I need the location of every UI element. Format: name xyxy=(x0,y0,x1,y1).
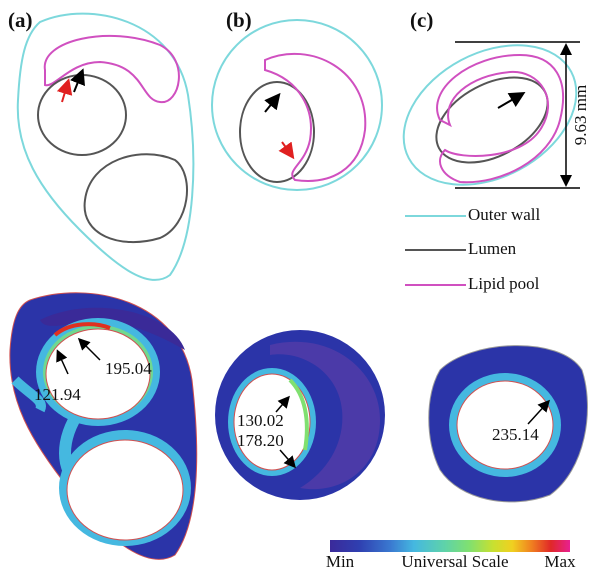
contours-a xyxy=(18,14,194,280)
colorbar-title: Universal Scale xyxy=(401,552,508,569)
stress-label: 178.20 xyxy=(237,431,284,450)
stress-label: 130.02 xyxy=(237,411,284,430)
legend-label: Lipid pool xyxy=(468,274,540,293)
contours-b xyxy=(212,20,382,190)
stress-label: 195.04 xyxy=(105,359,152,378)
stress-label: 121.94 xyxy=(34,385,81,404)
scale-label: 9.63 mm xyxy=(571,85,589,145)
colorbar xyxy=(330,540,570,552)
legend-label: Lumen xyxy=(468,239,517,258)
stress-c xyxy=(429,346,588,502)
panel-label: (a) xyxy=(8,8,33,32)
colorbar-min: Min xyxy=(326,552,355,569)
panel-label: (b) xyxy=(226,8,252,32)
stress-a xyxy=(10,293,197,560)
legend-label: Outer wall xyxy=(468,205,541,224)
figure: (a) (b) (c) 9.63 mm Outer wall Lumen Lip… xyxy=(0,0,589,569)
panel-label: (c) xyxy=(410,8,433,32)
colorbar-max: Max xyxy=(544,552,576,569)
contours-c xyxy=(380,17,589,213)
stress-label: 235.14 xyxy=(492,425,539,444)
